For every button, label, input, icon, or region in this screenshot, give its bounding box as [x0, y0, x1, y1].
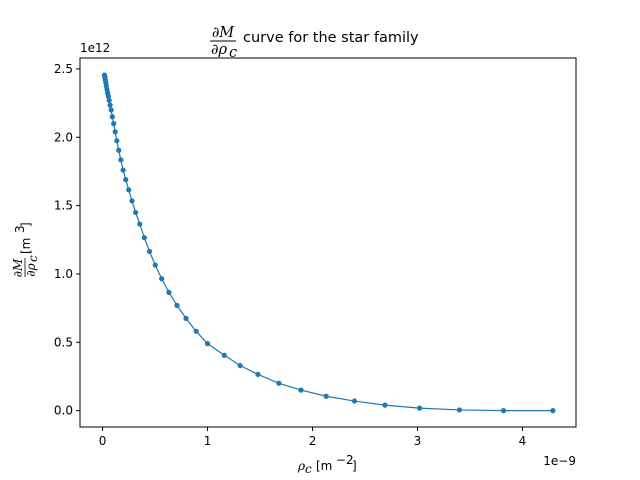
- data-point: [111, 121, 117, 127]
- y-axis-label-unit-open: [m: [19, 238, 33, 254]
- data-point: [123, 177, 129, 183]
- data-point: [500, 408, 507, 414]
- x-tick-label: 3: [414, 434, 422, 448]
- data-point: [107, 102, 113, 108]
- x-axis-label-unit-open: [m: [316, 459, 332, 473]
- data-point: [382, 402, 388, 408]
- series-0: [101, 72, 556, 414]
- title-fraction-numerator: ∂M: [212, 25, 235, 41]
- data-point: [112, 129, 118, 135]
- x-axis-label-sub: c: [305, 462, 312, 476]
- y-axis-label-denominator: ∂ρ: [24, 263, 38, 276]
- title-fraction-denominator: ∂ρ: [211, 42, 227, 58]
- y-tick-label: 1.5: [54, 199, 73, 213]
- y-tick-label: 0.0: [54, 404, 73, 418]
- data-point: [183, 315, 189, 321]
- data-point: [133, 209, 139, 216]
- data-point: [298, 387, 304, 393]
- y-axis-label-unit-exp: 3: [13, 225, 27, 233]
- x-tick-label: 1: [204, 434, 212, 448]
- x-tick-label: 2: [309, 434, 317, 448]
- y-tick-label: 2.5: [54, 62, 73, 76]
- x-axis-label-unit-close: ]: [352, 459, 357, 473]
- data-point: [416, 405, 423, 411]
- data-point: [105, 93, 111, 99]
- data-point: [152, 262, 158, 268]
- plot-area: [79, 57, 577, 428]
- data-point: [114, 138, 120, 144]
- data-point: [146, 248, 153, 254]
- data-point: [116, 147, 122, 153]
- data-point: [166, 289, 172, 295]
- x-axis-label-symbol: ρ: [297, 459, 305, 473]
- x-axis-label: ρ c [m −2 ]: [297, 453, 357, 476]
- data-point: [550, 408, 556, 414]
- data-point: [108, 107, 114, 113]
- data-point: [137, 221, 143, 227]
- data-point: [255, 371, 261, 377]
- title-fraction-denominator-sub: c: [229, 45, 237, 61]
- data-point: [118, 157, 124, 163]
- y-axis: 0.0 0.5 1.0 1.5 2.0 2.5: [54, 62, 80, 418]
- data-point: [456, 407, 463, 413]
- y-tick-label: 0.5: [54, 335, 73, 349]
- y-tick-label: 2.0: [54, 130, 73, 144]
- chart-title: ∂M ∂ρ c curve for the star family: [210, 25, 419, 61]
- data-point: [141, 235, 147, 241]
- data-point: [129, 198, 135, 204]
- y-axis-label-unit-close: ]: [19, 222, 33, 227]
- data-point: [351, 398, 358, 404]
- x-offset-label: 1e−9: [543, 454, 576, 468]
- data-point: [193, 328, 199, 334]
- title-suffix: curve for the star family: [243, 30, 419, 46]
- data-point: [221, 352, 227, 358]
- y-axis-label: ∂M ∂ρ c [m 3 ]: [11, 222, 40, 277]
- x-axis: 0 1 2 3 4: [99, 427, 527, 448]
- y-axis-label-denominator-sub: c: [26, 255, 40, 262]
- data-point: [174, 302, 180, 308]
- data-point: [237, 362, 243, 369]
- data-point: [276, 380, 282, 386]
- data-point: [323, 393, 329, 399]
- data-point: [204, 341, 211, 347]
- data-point: [109, 114, 115, 120]
- data-point: [159, 276, 165, 282]
- data-point: [120, 167, 126, 173]
- y-axis-label-numerator: ∂M: [11, 258, 25, 277]
- y-tick-label: 1.0: [54, 267, 73, 281]
- x-tick-label: 4: [519, 434, 527, 448]
- y-offset-label: 1e12: [80, 41, 110, 55]
- x-tick-label: 0: [99, 434, 107, 448]
- x-axis-label-unit-exp: −2: [336, 453, 354, 467]
- series-line: [103, 74, 553, 412]
- data-point: [106, 97, 112, 103]
- data-point: [126, 187, 132, 193]
